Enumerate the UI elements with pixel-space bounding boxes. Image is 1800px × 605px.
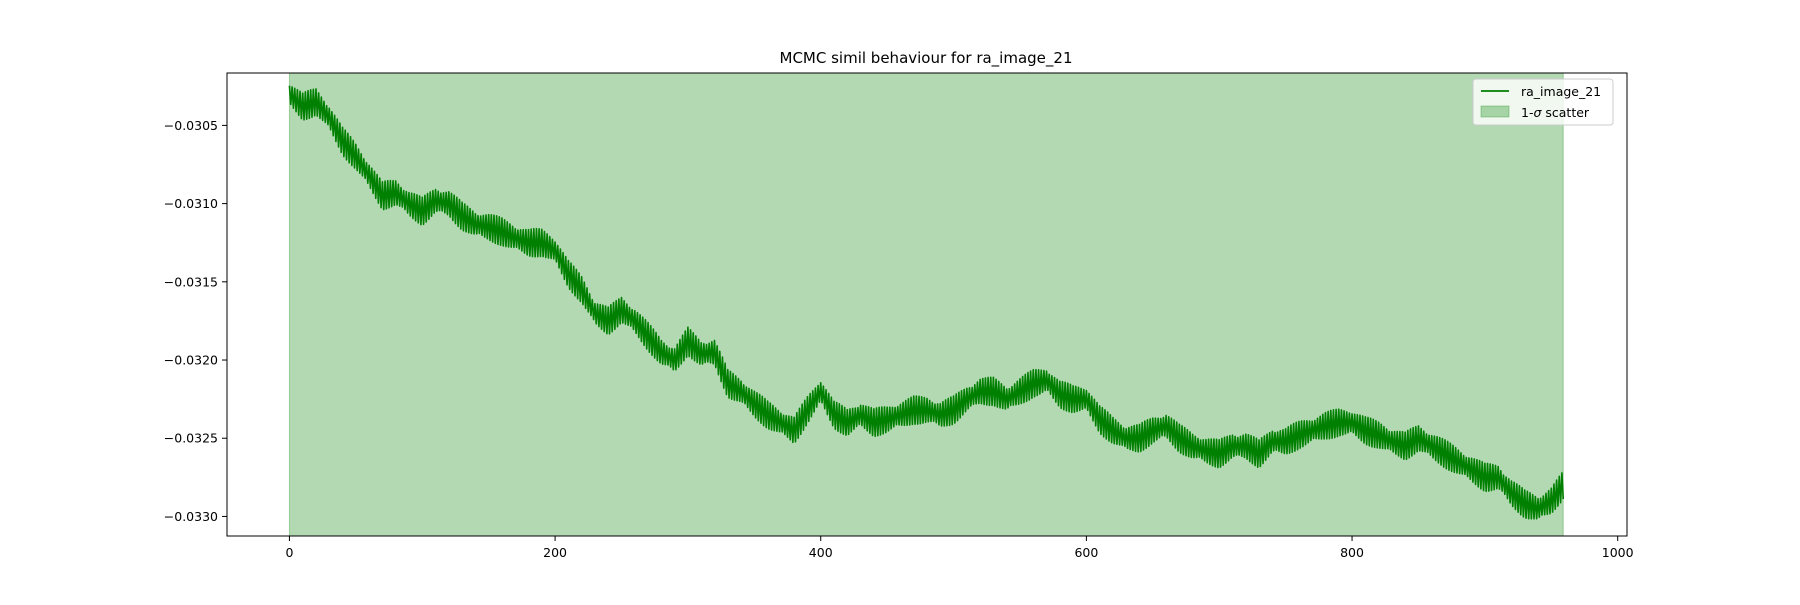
y-tick-label: −0.0315 <box>164 274 218 289</box>
x-tick-label: 0 <box>285 545 293 560</box>
y-tick-label: −0.0320 <box>164 353 218 368</box>
x-tick-label: 400 <box>809 545 833 560</box>
legend-line-label: ra_image_21 <box>1521 84 1601 99</box>
plot-area <box>288 72 1565 537</box>
y-tick-label: −0.0310 <box>164 196 218 211</box>
axes-frame <box>226 72 1628 537</box>
y-tick-label: −0.0330 <box>164 509 218 524</box>
legend-band-swatch <box>1480 105 1510 118</box>
series-line <box>288 85 1565 520</box>
legend-band-label-suffix: scatter <box>1541 105 1590 120</box>
y-tick-label: −0.0305 <box>164 118 218 133</box>
x-tick-label: 200 <box>543 545 567 560</box>
x-tick-label: 600 <box>1074 545 1098 560</box>
y-tick-label: −0.0325 <box>164 431 218 446</box>
axes: 0 200 400 600 800 1000 −0.0305 −0.0310 −0.0315 −0… <box>164 72 1634 560</box>
x-tick-label: 800 <box>1340 545 1364 560</box>
chart-title: MCMC simil behaviour for ra_image_21 <box>780 49 1073 68</box>
legend: ra_image_21 1-σ scatter <box>1472 78 1614 126</box>
legend-band-label: 1-σ scatter <box>1521 105 1590 120</box>
scatter-band <box>288 72 1564 537</box>
x-tick-label: 1000 <box>1602 545 1634 560</box>
legend-band-label-prefix: 1- <box>1521 105 1533 120</box>
legend-band-label-sigma: σ <box>1533 105 1542 120</box>
